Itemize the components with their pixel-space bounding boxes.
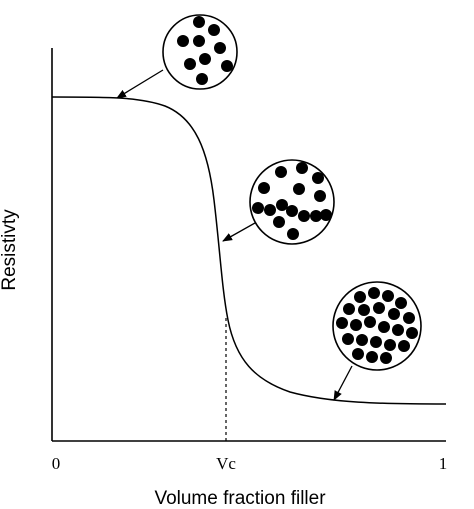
inset-mid-filler: [249, 159, 335, 245]
x-tick-label: 1: [439, 454, 448, 473]
inset-high-filler: [332, 281, 422, 371]
x-tick-label: Vc: [216, 454, 236, 473]
resistivity-curve: [51, 96, 447, 405]
y-axis-label: Resistivty: [0, 209, 20, 291]
arrow: [116, 69, 164, 99]
inset-low-filler: [162, 14, 238, 90]
arrow: [333, 365, 353, 401]
arrow: [222, 222, 256, 242]
x-tick-label: 0: [52, 454, 61, 473]
x-axis-label: Volume fraction filler: [154, 488, 326, 509]
